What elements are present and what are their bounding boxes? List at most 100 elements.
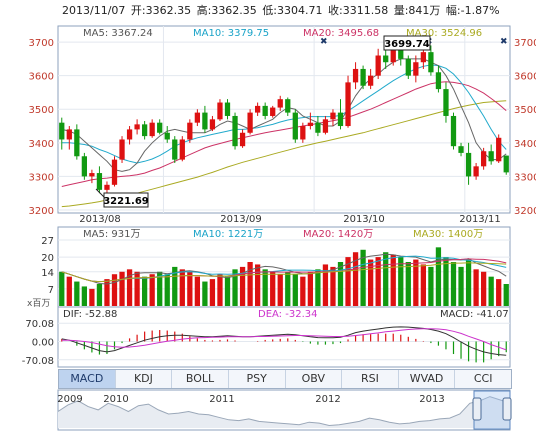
candle-body (254, 105, 261, 113)
volume-bar (413, 259, 419, 306)
tab-boll[interactable]: BOLL (172, 370, 229, 388)
candle-body (330, 112, 336, 120)
volume-bar (59, 271, 65, 306)
tab-macd[interactable]: MACD (59, 370, 116, 388)
candle-body (74, 129, 80, 157)
macd-tick-label: -70.08 (22, 356, 54, 367)
volume-ma5-line (61, 253, 507, 285)
candle-body (428, 52, 434, 73)
price-ma5-label: MA5: 3367.24 (83, 28, 153, 39)
volume-bar (443, 257, 449, 306)
volume-bar (322, 264, 329, 306)
candle-body (96, 173, 103, 190)
volume-bar (405, 262, 411, 306)
volume-bar (300, 276, 306, 306)
volume-bar (239, 266, 246, 306)
volume-bar (247, 262, 253, 306)
volume-bar (360, 249, 366, 306)
price-x-tick-label: 2013/08 (79, 214, 121, 225)
volume-bar (81, 286, 88, 306)
navigator-line (57, 396, 511, 427)
candle-body (488, 151, 494, 162)
candle-body (262, 105, 268, 116)
tab-kdj[interactable]: KDJ (115, 370, 173, 388)
volume-bar (262, 269, 268, 306)
navigator-year-label: 2009 (57, 394, 82, 405)
candle-body (360, 68, 366, 86)
volume-bar (96, 284, 103, 306)
candle-body (292, 112, 298, 140)
quote-header: 2013/11/07 开:3362.35 高:3362.35 低:3304.71… (62, 2, 502, 18)
candle-body (465, 152, 472, 177)
macd-dif-label: DIF: -52.88 (63, 309, 117, 320)
price-tick-label-right: 3300 (514, 172, 536, 183)
indicator-tabs: MACD KDJ BOLL PSY OBV RSI WVAD CCI (58, 369, 512, 389)
quote-date: 2013/11/07 (62, 4, 126, 17)
volume-bar (488, 276, 494, 306)
candle-body (496, 137, 502, 162)
tab-cci[interactable]: CCI (455, 370, 511, 388)
volume-bar (435, 247, 442, 306)
candle-body (480, 151, 487, 167)
volume-bar (473, 269, 479, 306)
x-marker-icon[interactable]: ✖ (500, 37, 508, 47)
volume-bar (172, 266, 178, 306)
volume-bar (383, 252, 389, 306)
price-tick-label-left: 3600 (29, 72, 54, 83)
candle-body (179, 139, 185, 160)
price-ma20-line (61, 81, 507, 187)
volume-bar (458, 266, 464, 306)
volume-bar (134, 271, 140, 306)
x-marker-icon[interactable]: ✖ (320, 37, 328, 47)
candle-body (420, 52, 427, 63)
volume-bar (270, 271, 276, 306)
candle-body (322, 119, 329, 133)
candle-body (383, 55, 389, 63)
candle-body (315, 122, 321, 133)
tab-rsi[interactable]: RSI (342, 370, 399, 388)
candle-body (307, 122, 314, 127)
candle-body (126, 129, 133, 140)
tab-obv[interactable]: OBV (285, 370, 343, 388)
volume-bar (337, 262, 344, 306)
price-ma10-label: MA10: 3379.75 (193, 28, 269, 39)
navigator-right-handle[interactable] (502, 397, 512, 421)
price-x-tick-label: 2013/10 (343, 214, 385, 225)
candle-body (458, 146, 464, 153)
volume-ma30-label: MA30: 1400万 (413, 229, 483, 240)
volume-bar (480, 271, 487, 306)
candle-body (345, 82, 351, 127)
candle-body (435, 72, 442, 90)
tab-psy[interactable]: PSY (228, 370, 286, 388)
candle-body (232, 115, 238, 147)
candle-body (224, 102, 231, 116)
candle-body (337, 112, 344, 127)
svg-text:3699.74: 3699.74 (384, 39, 430, 50)
volume-bar (74, 281, 80, 306)
volume-tick-label: 27 (41, 236, 54, 247)
navigator-year-label: 2012 (315, 394, 340, 405)
volume-bar (503, 284, 509, 306)
volume-bar (202, 281, 208, 306)
volume-bar (254, 264, 261, 306)
volume-tick-label: 14 (41, 268, 54, 279)
price-x-tick-label: 2013/09 (220, 214, 262, 225)
volume-bar (307, 271, 314, 306)
candle-body (450, 115, 457, 147)
navigator-left-handle[interactable] (472, 397, 482, 421)
candle-body (405, 58, 411, 76)
candle-body (217, 102, 223, 120)
price-tick-label-right: 3200 (514, 206, 536, 217)
tab-wvad[interactable]: WVAD (398, 370, 456, 388)
candle-body (413, 62, 419, 76)
volume-ma5-label: MA5: 931万 (83, 229, 140, 240)
candle-body (375, 55, 381, 76)
volume-tick-label: 7 (48, 285, 54, 296)
quote-change: 幅:-1.87% (445, 4, 500, 17)
quote-volume: 量:841万 (393, 4, 441, 17)
candle-body (104, 184, 110, 190)
volume-bar (277, 274, 283, 306)
candle-body (59, 122, 65, 140)
quote-open: 开:3362.35 (130, 4, 192, 17)
